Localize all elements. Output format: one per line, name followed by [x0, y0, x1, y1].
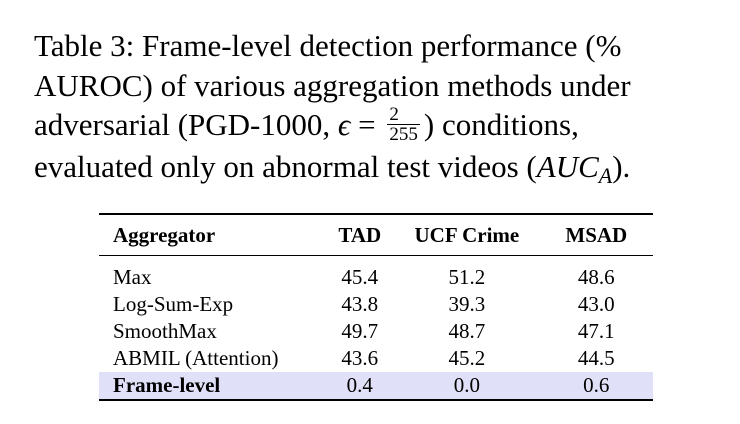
- header-tad: TAD: [338, 222, 382, 247]
- results-table: Aggregator TAD UCF Crime MSAD Max 45.4 5…: [99, 213, 653, 401]
- row-tad-cell: 43.8: [341, 292, 379, 316]
- row-ucf-cell: 48.7: [448, 319, 486, 343]
- row-tad-cell: 0.4: [325, 372, 395, 400]
- row-msad-cell: 43.0: [577, 292, 615, 316]
- row-msad-cell: 47.1: [577, 319, 615, 343]
- table-row-highlighted: Frame-level 0.4 0.0 0.6: [99, 372, 653, 400]
- fraction-denominator: 255: [389, 124, 418, 146]
- header-aggregator: Aggregator: [113, 222, 216, 247]
- row-aggregator-cell: Frame-level: [99, 372, 326, 400]
- table-row: Max 45.4 51.2 48.6: [99, 256, 653, 292]
- table-caption: Table 3: Frame-level detection performan…: [34, 26, 734, 196]
- row-tad-cell: 45.4: [341, 265, 379, 289]
- header-msad: MSAD: [565, 222, 628, 247]
- row-aggregator-cell: SmoothMax: [113, 319, 217, 343]
- row-ucf-cell: 45.2: [448, 346, 486, 370]
- row-msad-cell: 44.5: [577, 346, 615, 370]
- auc-symbol: AUC: [536, 149, 599, 185]
- row-tad-cell: 49.7: [341, 319, 379, 343]
- caption-line-1: Table 3: Frame-level detection performan…: [34, 28, 622, 63]
- epsilon-symbol: ϵ: [337, 107, 351, 142]
- caption-line-3-pre: adversarial (PGD-1000,: [34, 107, 338, 142]
- row-ucf-cell: 39.3: [448, 292, 486, 316]
- row-tad-cell: 43.6: [341, 346, 379, 370]
- auc-subscript: A: [598, 163, 613, 189]
- row-aggregator-cell: ABMIL (Attention): [113, 346, 279, 370]
- caption-line-4: evaluated only on abnormal test videos (…: [34, 147, 734, 196]
- row-aggregator-cell: Log-Sum-Exp: [113, 292, 234, 316]
- row-msad-cell: 48.6: [577, 265, 615, 289]
- equals-sign: =: [350, 107, 384, 142]
- table-row: Log-Sum-Exp 43.8 39.3 43.0: [99, 291, 653, 318]
- table-row: ABMIL (Attention) 43.6 45.2 44.5: [99, 345, 653, 372]
- caption-line-4-pre: evaluated only on abnormal test videos (: [34, 149, 537, 185]
- table-row: SmoothMax 49.7 48.7 47.1: [99, 318, 653, 345]
- fraction-numerator: 2: [387, 105, 420, 126]
- results-table-container: Aggregator TAD UCF Crime MSAD Max 45.4 5…: [99, 213, 653, 401]
- header-ucf-crime: UCF Crime: [414, 222, 520, 247]
- row-msad-cell: 0.6: [539, 372, 653, 400]
- row-aggregator-cell: Max: [113, 265, 152, 289]
- table-header-row: Aggregator TAD UCF Crime MSAD: [99, 214, 653, 256]
- fraction: 2 255: [387, 105, 420, 144]
- row-ucf-cell: 51.2: [448, 265, 486, 289]
- caption-line-3-post: ) conditions,: [423, 107, 579, 142]
- caption-line-2: AUROC) of various aggregation methods un…: [34, 67, 631, 103]
- caption-line-4-post: ).: [612, 149, 631, 185]
- caption-line-3: adversarial (PGD-1000, ϵ = 2 255) conditi…: [34, 105, 734, 147]
- row-ucf-cell: 0.0: [394, 372, 540, 400]
